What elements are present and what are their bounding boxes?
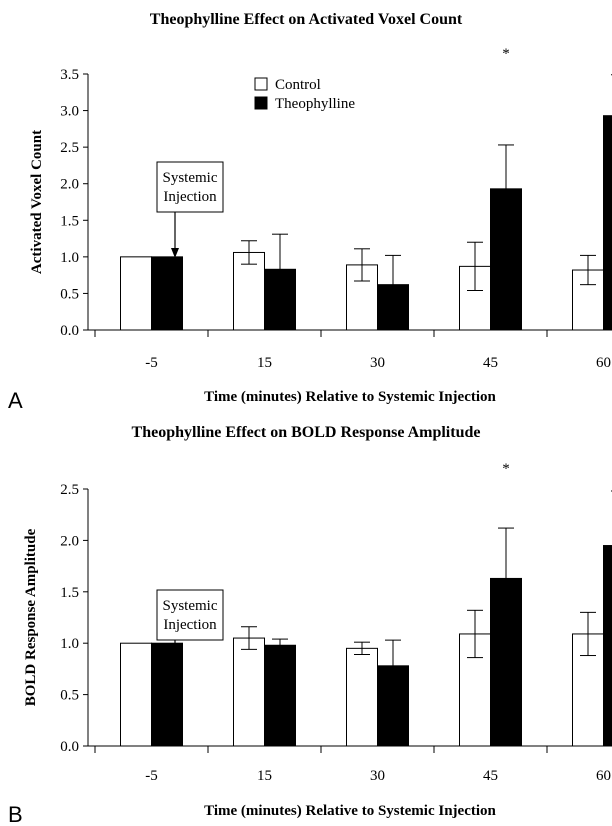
x-tick-label: 30 <box>370 768 385 784</box>
bar-theophylline-60 <box>603 115 612 331</box>
y-axis-label: Activated Voxel Count <box>29 130 45 274</box>
y-tick-label: 2.5 <box>60 482 79 498</box>
y-tick-label: 1.5 <box>60 585 79 601</box>
annotation-arrow-head <box>171 666 179 676</box>
bar-theophylline-30 <box>377 665 409 747</box>
significance-marker: * <box>502 461 510 477</box>
annotation-text: Injection <box>163 617 217 633</box>
bar-control-15 <box>233 251 265 331</box>
y-tick-label: 1.0 <box>60 636 79 652</box>
x-tick-label: 30 <box>370 355 385 371</box>
y-tick-label: 0.0 <box>60 739 79 755</box>
bar-theophylline--5 <box>151 256 183 331</box>
x-tick-label: 60 <box>596 355 611 371</box>
legend-label-theophylline: Theophylline <box>275 96 355 112</box>
x-axis-label: Time (minutes) Relative to Systemic Inje… <box>204 803 496 819</box>
x-tick-label: 15 <box>257 768 272 784</box>
y-tick-label: 1.5 <box>60 213 79 229</box>
legend-swatch-theophylline <box>254 96 268 110</box>
y-tick-label: 1.0 <box>60 250 79 266</box>
y-tick-label: 0.5 <box>60 286 79 302</box>
chart-title: Theophylline Effect on Activated Voxel C… <box>150 11 463 28</box>
x-tick-label: 45 <box>483 355 498 371</box>
annotation-text: Injection <box>163 189 217 205</box>
y-axis-label: BOLD Response Amplitude <box>23 528 39 706</box>
y-tick-label: 2.0 <box>60 177 79 193</box>
bar-theophylline--5 <box>151 642 183 747</box>
chart-svg-0: Theophylline Effect on Activated Voxel C… <box>8 11 612 413</box>
panel-a: Theophylline Effect on Activated Voxel C… <box>8 11 612 413</box>
bar-theophylline-15 <box>264 268 296 331</box>
chart-title: Theophylline Effect on BOLD Response Amp… <box>132 424 481 441</box>
bar-theophylline-60 <box>603 545 612 747</box>
panel-letter: B <box>8 802 23 826</box>
x-axis-label: Time (minutes) Relative to Systemic Inje… <box>204 389 496 405</box>
bar-control--5 <box>120 256 152 331</box>
x-tick-label: -5 <box>145 355 158 371</box>
y-tick-label: 2.5 <box>60 140 79 156</box>
bar-control-15 <box>233 637 265 747</box>
y-tick-label: 2.0 <box>60 533 79 549</box>
y-tick-label: 3.0 <box>60 104 79 120</box>
y-tick-label: 0.0 <box>60 323 79 339</box>
bar-control--5 <box>120 642 152 747</box>
y-tick-label: 3.5 <box>60 67 79 83</box>
annotation-text: Systemic <box>163 598 218 614</box>
panel-letter: A <box>8 388 23 413</box>
panel-b: Theophylline Effect on BOLD Response Amp… <box>0 413 612 826</box>
bar-theophylline-30 <box>377 284 409 331</box>
bar-theophylline-15 <box>264 644 296 747</box>
x-tick-label: 60 <box>596 768 611 784</box>
annotation-arrow-head <box>171 248 179 258</box>
bar-theophylline-45 <box>490 188 522 331</box>
chart-svg-1: Theophylline Effect on BOLD Response Amp… <box>8 424 612 826</box>
x-tick-label: 45 <box>483 768 498 784</box>
x-tick-label: 15 <box>257 355 272 371</box>
bar-theophylline-45 <box>490 577 522 747</box>
annotation-text: Systemic <box>163 170 218 186</box>
significance-marker: * <box>502 46 510 62</box>
legend-label-control: Control <box>275 77 321 93</box>
annotation-box <box>156 589 224 641</box>
bar-control-30 <box>346 647 378 747</box>
annotation-box <box>156 161 224 213</box>
y-tick-label: 0.5 <box>60 688 79 704</box>
x-tick-label: -5 <box>145 768 158 784</box>
legend-swatch-control <box>254 77 268 91</box>
